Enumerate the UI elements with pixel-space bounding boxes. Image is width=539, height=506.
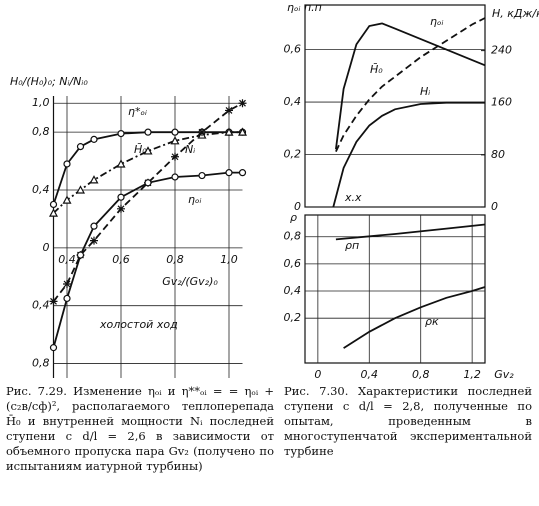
point (171, 128, 179, 136)
y-tick-label: 0,2 (284, 311, 302, 324)
y2-tick-label: 240 (491, 44, 512, 57)
series-line (52, 102, 243, 302)
point (76, 143, 85, 151)
point (117, 204, 125, 213)
point (117, 130, 125, 138)
x-tick-label: 1,2 (463, 368, 481, 380)
x-axis-label: Gv₂/(Gv₂)₀ (162, 275, 218, 288)
y-tick-label: 0,4 (32, 183, 50, 196)
y-tick-label: 0,2 (284, 148, 302, 161)
point (144, 179, 152, 187)
x-tick-label: 0,8 (166, 253, 184, 266)
point (198, 171, 206, 180)
x-tick-label: 0 (314, 368, 321, 380)
point (170, 136, 180, 145)
point (48, 208, 59, 217)
y-tick-label: 0,6 (284, 43, 302, 56)
figures: 1,0 0,8 0,4 0 0,4 0,8 0,4 0,6 0,8 1,0 H₀/(H₀)₀; Nᵢ… (10, 1, 539, 380)
caption: Рис. 7.29. Изменение ηₒᵢ и η**ₒᵢ = = ηₒᵢ… (6, 384, 274, 473)
y-tick-label: 0,8 (32, 125, 50, 138)
frame (304, 4, 486, 208)
point (225, 106, 233, 115)
point (89, 175, 99, 184)
y-tick-label: 0 (294, 200, 301, 213)
y-axis-label: H₀/(H₀)₀; Nᵢ/Nᵢ₀ (10, 75, 88, 88)
series-line (343, 286, 486, 349)
x-axis-label: Gv₂ (494, 368, 514, 380)
point (198, 128, 206, 137)
series-label: ηₒᵢ (188, 193, 202, 206)
point (238, 99, 247, 108)
frame (304, 214, 486, 364)
y-axis-label: ηₒᵢ п.п (287, 1, 322, 14)
series-line (332, 101, 485, 208)
point (171, 173, 179, 181)
series-label: Nᵢ (185, 143, 195, 156)
y-tick-label: 0,4 (284, 95, 302, 108)
y-tick-label: 0,6 (284, 257, 302, 270)
x-tick-label: 0,8 (412, 368, 430, 380)
point (237, 127, 248, 136)
point (76, 251, 85, 259)
series-line (335, 17, 486, 152)
point (63, 280, 71, 288)
x-tick-label: 0,6 (112, 253, 130, 266)
series-label: ηₒᵢ (430, 15, 444, 28)
point (90, 222, 98, 230)
point (224, 127, 234, 136)
point (143, 146, 153, 155)
y-tick-label: 0 (43, 241, 50, 254)
x-tick-label: 0,4 (58, 253, 76, 266)
point (225, 169, 233, 177)
y2-tick-label: 80 (491, 148, 505, 161)
series-label: ρп (345, 239, 359, 252)
point (117, 193, 125, 201)
point (75, 185, 86, 194)
series-line (52, 131, 243, 205)
series-label: Hᵢ (420, 85, 430, 98)
x-tick-label: 1,0 (220, 253, 238, 266)
y2-tick-label: 0 (491, 200, 498, 213)
point (49, 200, 58, 209)
series-line (335, 223, 486, 241)
y2-tick-label: 160 (491, 96, 512, 109)
y-tick-label: 0,8 (284, 230, 302, 243)
caption: Рис. 7.30. Характеристики последней ступ… (284, 384, 532, 458)
point (171, 152, 179, 161)
series-line (52, 171, 243, 348)
point (116, 159, 126, 168)
series-label: ρк (425, 315, 439, 328)
point (90, 236, 98, 245)
point (49, 344, 58, 352)
y-tick-label: 0,8 (32, 357, 50, 370)
y-axis-label: ρ (290, 211, 297, 224)
annotation: x.x (344, 191, 362, 204)
series-line (52, 131, 243, 214)
point (144, 128, 152, 136)
point (49, 297, 58, 306)
y-tick-label: 0,4 (284, 284, 302, 297)
point (238, 169, 247, 177)
y2-axis-label: H, кДж/кг (492, 7, 539, 20)
annotation: холостой ход (99, 318, 178, 331)
y-tick-label: 0,4 (32, 299, 50, 312)
series-label: H̄₀ (370, 63, 383, 76)
point (63, 294, 71, 303)
x-tick-label: 0,4 (361, 368, 379, 380)
series-label: η*ₒᵢ (128, 105, 147, 118)
point (63, 160, 71, 168)
y-tick-label: 1,0 (32, 96, 50, 109)
series-line (335, 22, 486, 150)
point (90, 135, 98, 143)
point (62, 195, 72, 204)
series-label: H̄₀ (134, 143, 147, 156)
